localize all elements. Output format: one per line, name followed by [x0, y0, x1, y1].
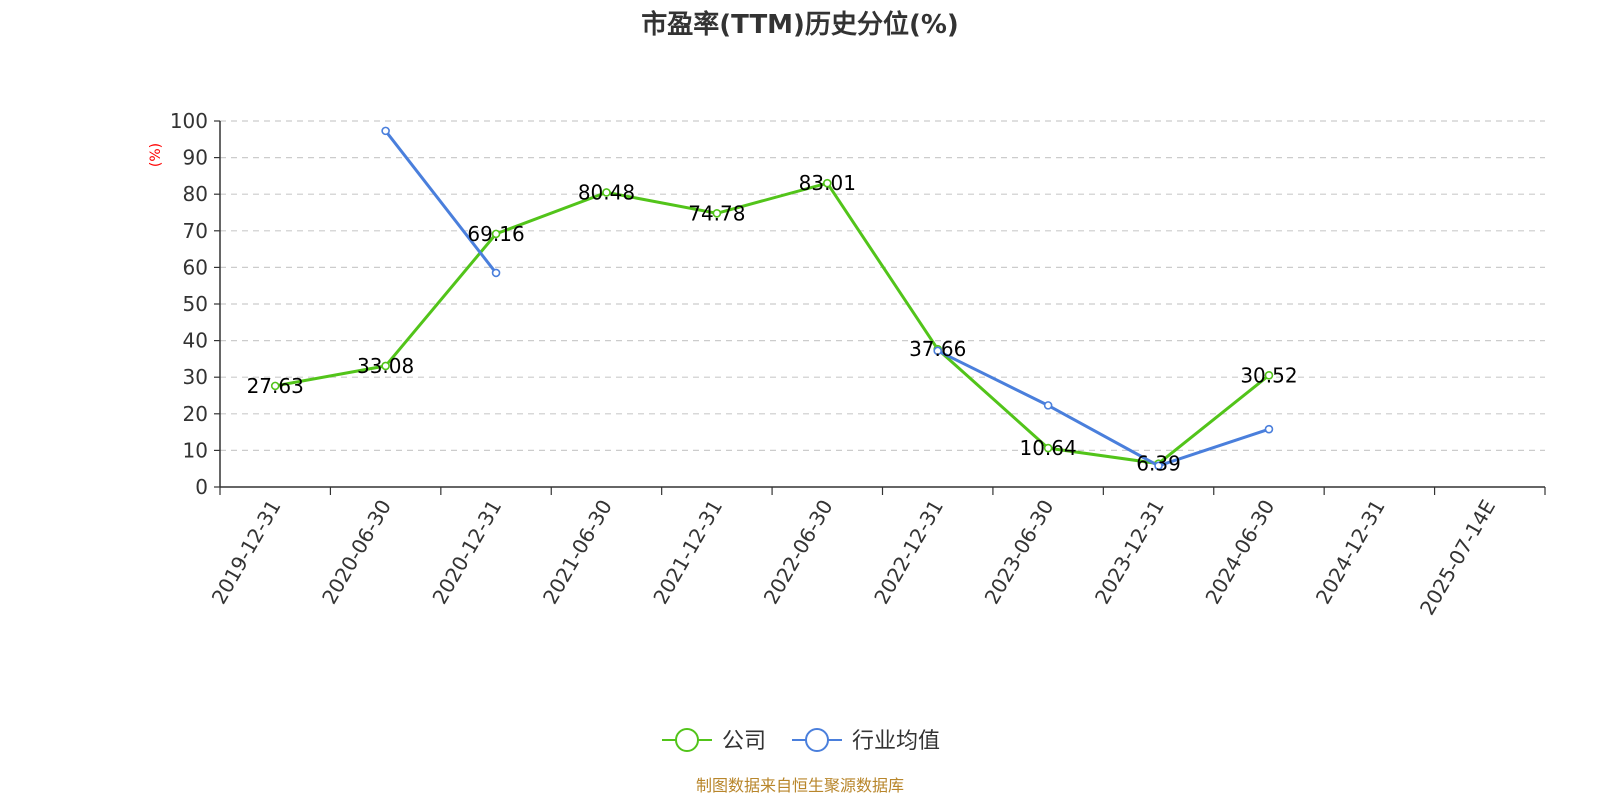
x-tick-label: 2025-07-14E	[1415, 496, 1500, 620]
x-tick-label: 2022-06-30	[759, 496, 838, 609]
y-tick-label: 60	[183, 255, 208, 279]
y-tick-label: 40	[183, 329, 208, 353]
series-1	[270, 178, 1274, 468]
data-point	[381, 361, 390, 371]
data-label: 69.16	[467, 222, 524, 246]
series-line	[384, 129, 498, 274]
data-point	[602, 188, 611, 197]
y-tick-label: 90	[183, 146, 208, 170]
x-tick-label: 2019-12-31	[207, 496, 286, 609]
source-note: 制图数据来自恒生聚源数据库	[696, 776, 904, 795]
data-point	[933, 346, 943, 356]
data-label: 83.01	[799, 171, 856, 195]
data-label: 80.48	[578, 180, 635, 204]
data-labels: 27.63 33.08 69.16 80.48 74.78 83.01 37.66 10.64…	[247, 171, 1298, 475]
legend-label: 行业均值	[852, 729, 940, 754]
legend-item-2[interactable]: 行业均值	[792, 728, 940, 754]
data-label: 33.08	[357, 354, 414, 378]
data-label: 27.63	[247, 374, 304, 398]
x-tick-label: 2022-12-31	[869, 495, 948, 608]
x-tick-label: 2024-12-31	[1311, 496, 1390, 609]
series-line	[937, 349, 1270, 468]
y-tick-label: 80	[183, 182, 208, 206]
y-tick-label: 100	[170, 109, 208, 133]
data-point	[1043, 401, 1053, 410]
x-tick-label: 2023-12-31	[1090, 496, 1169, 609]
data-label: 6.39	[1136, 452, 1181, 476]
y-tick-label: 50	[183, 292, 208, 316]
x-tick-label: 2024-06-30	[1200, 496, 1279, 609]
y-axis-ticks: 0 10 20 30 40 50 60 70 80 90 100	[170, 109, 220, 499]
data-point	[1043, 443, 1053, 453]
series-line	[274, 181, 1270, 466]
data-label: 74.78	[688, 201, 745, 225]
legend-marker-icon	[675, 728, 699, 752]
y-tick-label: 0	[195, 475, 208, 499]
y-tick-label: 20	[183, 402, 208, 426]
chart-title: 市盈率(TTM)历史分位(%)	[641, 9, 959, 40]
legend[interactable]: 公司 行业均值	[662, 728, 940, 754]
y-tick-label: 30	[183, 365, 208, 389]
data-label: 30.52	[1240, 363, 1297, 387]
data-point	[270, 381, 280, 391]
series-2	[381, 126, 1274, 471]
data-point	[822, 178, 832, 188]
x-tick-label: 2021-12-31	[648, 496, 727, 609]
legend-item-1[interactable]: 公司	[662, 728, 766, 754]
data-point	[381, 126, 390, 136]
x-tick-label: 2023-06-30	[980, 496, 1059, 609]
legend-label: 公司	[722, 729, 766, 754]
data-point	[1264, 370, 1274, 380]
y-tick-label: 10	[183, 438, 208, 462]
y-axis-label: (%)	[148, 143, 164, 167]
legend-marker-icon	[805, 728, 829, 752]
x-tick-label: 2020-12-31	[427, 495, 506, 608]
data-label: 10.64	[1019, 436, 1076, 460]
data-point	[712, 209, 722, 218]
data-point	[491, 268, 501, 278]
data-label: 37.66	[909, 337, 966, 361]
x-tick-label: 2020-06-30	[317, 496, 396, 609]
data-point	[1154, 461, 1163, 471]
data-point	[1264, 424, 1274, 434]
data-point	[491, 229, 501, 239]
series-layer	[270, 126, 1274, 471]
grid-lines	[220, 120, 1545, 451]
y-tick-label: 70	[183, 219, 208, 243]
x-axis-ticks: 2019-12-31 2020-06-30 2020-12-31 2021-06-30…	[207, 487, 1546, 620]
x-tick-label: 2021-06-30	[538, 496, 617, 609]
